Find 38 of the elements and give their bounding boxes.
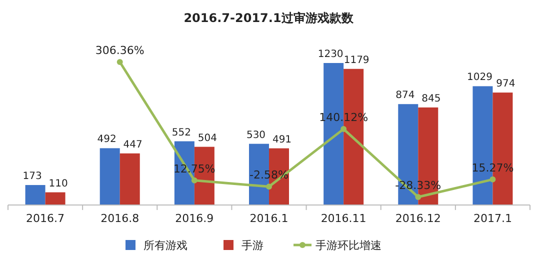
- point: [266, 184, 272, 190]
- data-label: 504: [198, 132, 217, 144]
- data-label: 1179: [344, 54, 370, 66]
- data-label: 1230: [318, 49, 344, 60]
- bar: [45, 192, 66, 205]
- x-tick-label: 2016.11: [320, 212, 366, 225]
- data-label: 110: [48, 178, 68, 190]
- data-label: 974: [496, 78, 516, 90]
- x-tick-label: 2016.1: [250, 212, 288, 225]
- x-tick-label: 2016.9: [175, 212, 214, 225]
- data-label: 845: [422, 93, 441, 104]
- data-label: 1029: [466, 72, 492, 84]
- data-label: 447: [123, 139, 142, 150]
- data-label: 874: [396, 90, 415, 102]
- data-label: 140.12%: [319, 111, 368, 124]
- legend-label: 手游环比增速: [316, 239, 382, 252]
- x-tick-label: 2016.12: [395, 212, 441, 225]
- point: [490, 176, 496, 182]
- legend-label: 所有游戏: [144, 239, 188, 252]
- point: [191, 177, 198, 184]
- x-tick-label: 2016.8: [100, 212, 140, 225]
- chart-title: 2016.7-2017.1过审游戏款数: [184, 11, 354, 25]
- data-label: 530: [246, 130, 266, 141]
- legend-label: 手游: [242, 239, 264, 252]
- data-label: 173: [22, 171, 42, 182]
- data-label: 492: [97, 134, 116, 146]
- data-label: 552: [172, 127, 191, 138]
- point: [415, 194, 422, 200]
- bar: [25, 185, 46, 205]
- bar: [120, 153, 140, 205]
- data-label: 15.27%: [472, 161, 514, 174]
- point: [340, 126, 347, 132]
- data-label: 306.36%: [95, 44, 144, 57]
- x-tick-label: 2016.7: [26, 212, 65, 225]
- bar: [100, 148, 120, 205]
- x-tick-label: 2017.1: [473, 212, 512, 225]
- point: [116, 59, 123, 65]
- data-label: 491: [272, 134, 292, 146]
